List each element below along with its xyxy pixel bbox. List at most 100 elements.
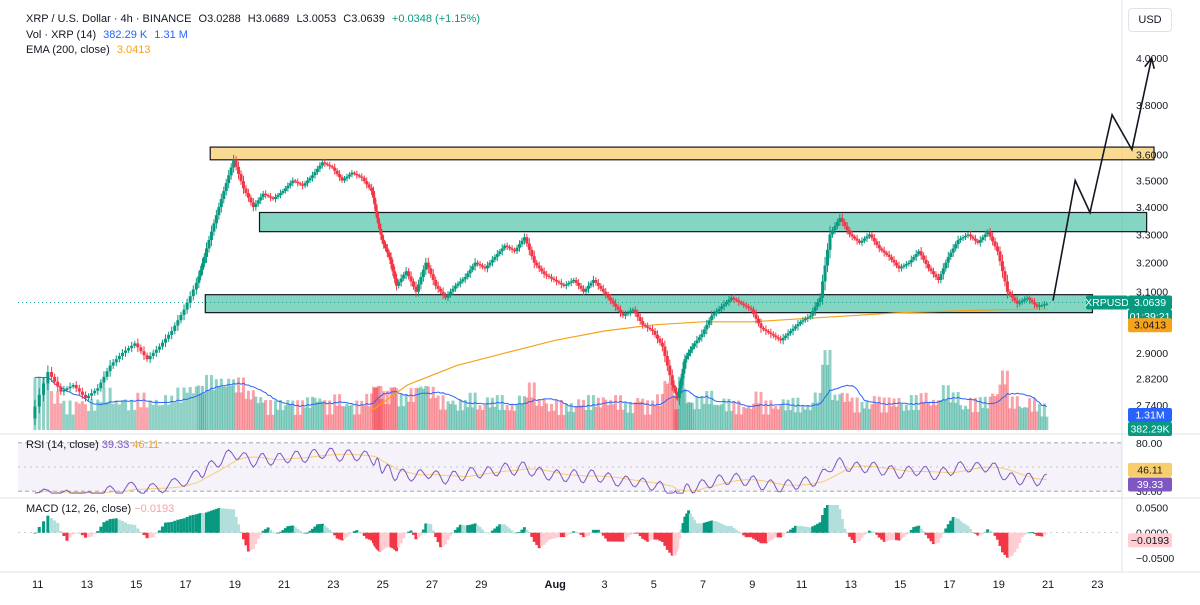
- volume-bar: [419, 386, 423, 430]
- rsi-tick-label: 80.00: [1136, 438, 1162, 450]
- candle-body: [117, 356, 121, 360]
- candle-body: [56, 381, 60, 387]
- macd-histogram-bar: [988, 530, 992, 533]
- currency-button[interactable]: USD: [1128, 8, 1172, 32]
- volume-bar: [872, 396, 876, 430]
- time-tick-label: 15: [894, 579, 906, 591]
- macd-histogram-bar: [747, 532, 751, 538]
- candle-body: [476, 262, 480, 265]
- macd-histogram-bar: [164, 522, 168, 533]
- candle-body: [391, 264, 395, 272]
- candle-body: [564, 284, 568, 286]
- volume-bar: [505, 404, 509, 430]
- macd-histogram-bar: [222, 508, 226, 533]
- candle-body: [848, 230, 852, 235]
- macd-histogram-bar: [111, 518, 115, 533]
- macd-histogram-bar: [887, 532, 891, 541]
- macd-legend[interactable]: MACD (12, 26, close) −0.0193: [26, 503, 174, 515]
- volume-bar: [651, 400, 655, 430]
- macd-histogram-bar: [676, 532, 680, 549]
- macd-histogram-bar: [127, 524, 131, 533]
- candle-body: [347, 174, 351, 177]
- ema-price-badge-bg: [1128, 318, 1172, 333]
- macd-histogram-bar: [407, 531, 411, 533]
- macd-histogram-bar: [589, 532, 593, 534]
- candle-body: [614, 303, 618, 307]
- symbol-title[interactable]: XRP / U.S. Dollar · 4h · BINANCE: [26, 13, 192, 25]
- macd-histogram-bar: [619, 532, 623, 542]
- candle-body: [114, 359, 118, 363]
- ema-legend[interactable]: EMA (200, close) 3.0413: [26, 43, 154, 57]
- volume-bar: [606, 405, 610, 430]
- volume-bar: [705, 391, 709, 430]
- macd-histogram-bar: [453, 529, 457, 533]
- volume-bar: [371, 386, 375, 430]
- volume-bar: [545, 403, 549, 430]
- volume-bar: [609, 400, 613, 430]
- volume-bar: [313, 397, 317, 430]
- rsi-legend[interactable]: RSI (14, close) 39.33 46.11: [26, 439, 159, 451]
- candle-body: [355, 173, 359, 176]
- macd-histogram-bar: [653, 532, 657, 540]
- ema-value: 3.0413: [116, 44, 151, 56]
- candle-body: [120, 352, 124, 357]
- macd-histogram-bar: [1013, 532, 1017, 553]
- candle-body: [266, 195, 270, 197]
- volume-bar: [591, 395, 595, 430]
- volume-bar: [727, 398, 731, 430]
- macd-histogram-bar: [537, 532, 541, 549]
- volume-bar: [722, 398, 726, 430]
- volume-bar: [683, 388, 687, 430]
- macd-histogram-bar: [855, 532, 859, 542]
- macd-histogram-bar: [139, 531, 143, 533]
- candle-body: [569, 281, 573, 283]
- macd-histogram-bar: [416, 532, 420, 538]
- macd-histogram-bar: [515, 532, 519, 534]
- volume-bar: [907, 410, 911, 430]
- volume-bar: [199, 394, 203, 430]
- volume-bar: [296, 400, 300, 430]
- macd-histogram-bar: [715, 521, 719, 533]
- macd-histogram-bar: [261, 530, 265, 533]
- candle-body: [860, 240, 864, 243]
- macd-histogram-bar: [352, 531, 356, 533]
- macd-histogram-bar: [246, 532, 250, 552]
- candle-body: [77, 388, 81, 392]
- ticker-badge-bg: [1086, 295, 1128, 310]
- volume-bar: [850, 397, 854, 430]
- candle-body: [201, 263, 205, 270]
- macd-histogram-bar: [964, 524, 968, 533]
- macd-histogram-bar: [345, 532, 349, 538]
- volume-bar: [1003, 384, 1007, 430]
- candle-body: [434, 279, 438, 286]
- time-tick-label: 27: [426, 579, 438, 591]
- volume-bar: [838, 394, 842, 430]
- candle-body: [702, 329, 706, 335]
- volume-bar: [988, 396, 992, 430]
- candle-body: [83, 394, 87, 399]
- candle-body: [552, 278, 556, 280]
- candle-body: [715, 311, 719, 314]
- volume-bar: [530, 397, 534, 430]
- candle-body: [498, 251, 502, 255]
- macd-histogram-bar: [83, 532, 87, 538]
- price-tick-label: 3.2000: [1136, 258, 1168, 270]
- volume-bar: [393, 386, 397, 430]
- symbol-header[interactable]: XRP / U.S. Dollar · 4h · BINANCE O3.0288…: [26, 12, 484, 26]
- candle-body: [687, 352, 691, 357]
- volume-bar: [865, 401, 869, 430]
- volume-bar: [1015, 396, 1019, 430]
- candle-body: [130, 345, 134, 349]
- volume-legend[interactable]: Vol · XRP (14) 382.29 K 1.31 M: [26, 28, 192, 42]
- rsi-ma-badge: 46.11: [1137, 464, 1163, 476]
- volume-bar: [764, 400, 768, 430]
- volume-bar: [643, 414, 647, 430]
- candle-body: [727, 299, 731, 303]
- macd-histogram-bar: [391, 532, 395, 549]
- macd-histogram-bar: [582, 532, 586, 538]
- volume-bar: [173, 402, 177, 430]
- macd-histogram-bar: [757, 532, 761, 542]
- volume-bar: [365, 393, 369, 430]
- candle-body: [616, 306, 620, 310]
